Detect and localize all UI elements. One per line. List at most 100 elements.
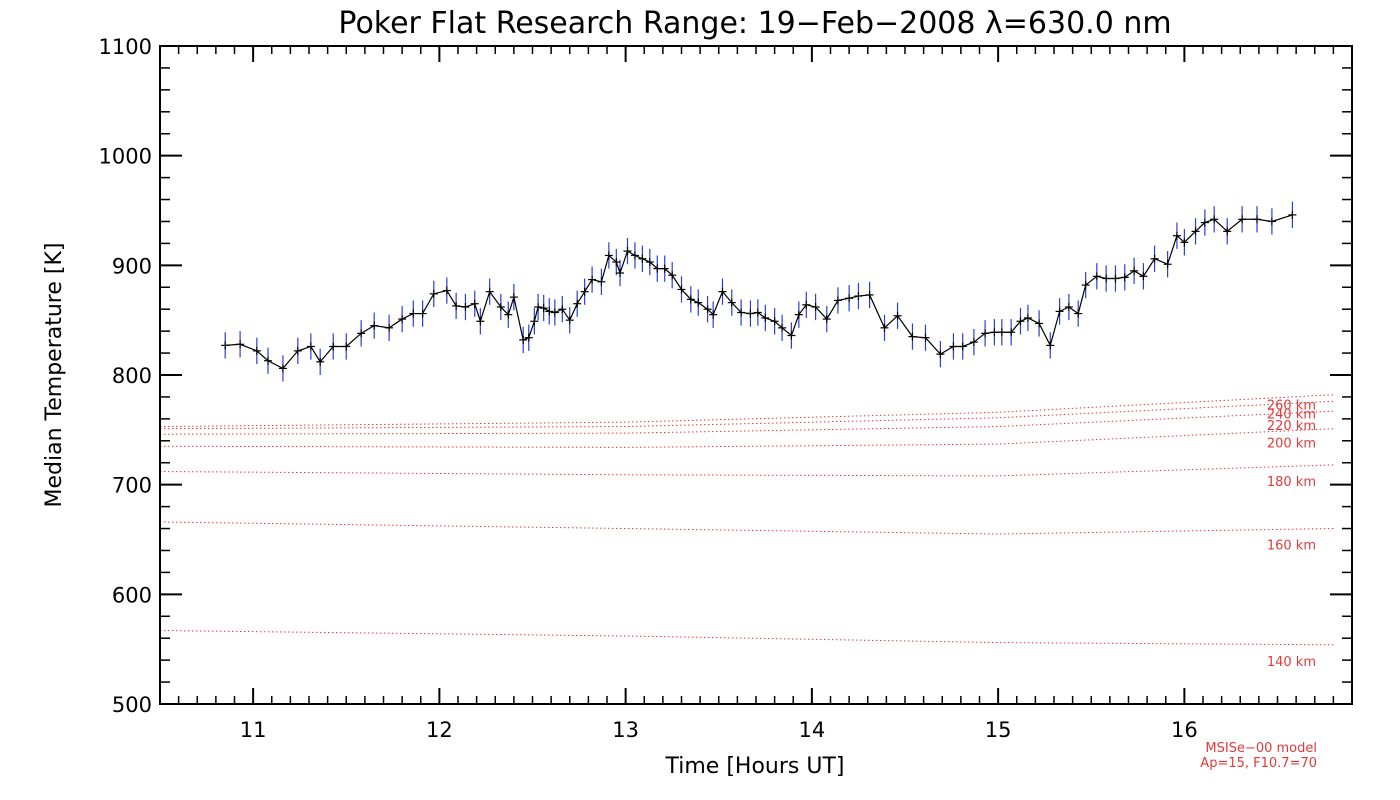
data-point [753,308,762,317]
data-point [1150,254,1159,263]
data-point [668,271,677,280]
data-point [997,328,1006,337]
data-point [1210,215,1219,224]
model-line-200-km [159,428,1334,448]
data-point [880,323,889,332]
data-point [727,298,736,307]
data-point [709,310,718,319]
data-point [558,305,567,314]
data-point [638,254,647,263]
data-point [1180,238,1189,247]
data-point [1267,217,1276,226]
data-point [908,332,917,341]
data-point [694,298,703,307]
data-point [573,299,582,308]
data-point [1016,317,1025,326]
data-point [653,264,662,273]
data-point [1046,341,1055,350]
x-axis-label: Time [Hours UT] [665,754,845,779]
data-point [761,313,770,322]
model-label-140-km: 140 km [1267,655,1316,670]
data-point [949,342,958,351]
data-point [630,251,639,260]
data-point [597,277,606,286]
data-point [539,304,548,313]
data-point [794,310,803,319]
model-footnote-line2: Ap=15, F10.7=70 [1200,756,1317,771]
data-point [969,338,978,347]
data-point [1035,319,1044,328]
data-point [409,309,418,318]
chart-title: Poker Flat Research Range: 19−Feb−2008 λ… [338,6,1171,41]
data-point [1172,231,1181,240]
data-point [534,303,543,312]
data-point [718,287,727,296]
data-point [530,317,539,326]
data-point [509,293,518,302]
data-point [958,342,967,351]
data-point [385,323,394,332]
data-point [1055,307,1064,316]
x-tick-label: 16 [1171,718,1198,742]
data-point [1007,328,1016,337]
measured-line [225,214,1293,370]
plot-frame [159,45,1353,705]
model-label-260-km: 260 km [1267,399,1316,414]
data-point [604,251,613,260]
data-point [990,328,999,337]
model-line-240-km [159,400,1334,430]
data-point [746,309,755,318]
model-label-160-km: 160 km [1267,539,1316,554]
data-point [845,294,854,303]
data-point [504,310,513,319]
model-label-180-km: 180 km [1267,475,1316,490]
y-tick-label: 900 [112,254,152,278]
data-point [1074,309,1083,318]
data-point [623,247,632,256]
y-axis-label: Median Temperature [K] [42,243,67,508]
data-point [316,357,325,366]
data-point [342,342,351,351]
data-point [357,329,366,338]
data-point [580,287,589,296]
x-tick-label: 15 [985,718,1012,742]
data-point [936,350,945,359]
data-point [1092,272,1101,281]
model-line-140-km [159,630,1334,646]
data-point [293,346,302,355]
data-point [1081,281,1090,290]
y-tick-label: 1000 [99,145,152,169]
data-point [1130,266,1139,275]
measured-series [221,210,1297,373]
x-tick-label: 11 [240,718,267,742]
y-tick-label: 1100 [99,35,152,59]
error-bars [224,201,1294,382]
y-tick-label: 800 [112,364,152,388]
data-point [811,303,820,312]
data-point [616,269,625,278]
data-point [1023,313,1032,322]
data-point [398,315,407,324]
data-point [645,258,654,267]
data-point [865,290,874,299]
y-tick-label: 600 [112,583,152,607]
data-point [329,342,338,351]
data-point [519,335,528,344]
data-point [545,307,554,316]
data-point [461,303,470,312]
y-tick-label: 500 [112,693,152,717]
model-label-200-km: 200 km [1267,437,1316,452]
data-point [822,315,831,324]
model-line-160-km [159,521,1334,535]
data-point [833,296,842,305]
data-point [550,308,559,317]
data-point [524,333,533,342]
data-point [802,300,811,309]
data-point [737,308,746,317]
data-point [442,286,451,295]
axes: 11 12 13 14 15 16 500 600 700 800 900 1000 1100 [99,35,1353,742]
data-point [1200,218,1209,227]
